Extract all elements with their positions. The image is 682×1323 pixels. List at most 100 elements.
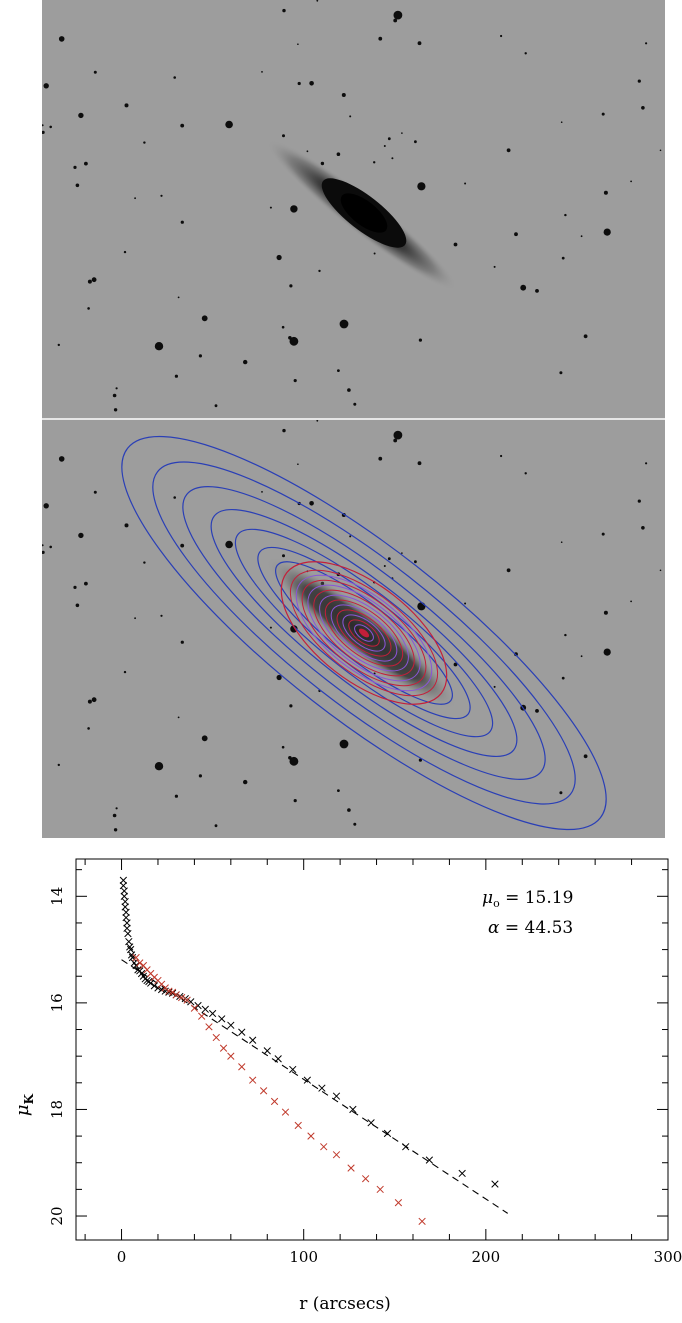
star <box>123 250 127 254</box>
star <box>349 535 352 538</box>
star <box>418 338 422 342</box>
bulge-point <box>332 1151 341 1159</box>
svg-text:μK: μK <box>12 1093 36 1116</box>
star <box>559 371 563 375</box>
star <box>514 652 518 657</box>
star <box>603 228 611 236</box>
bulge-point <box>198 1012 206 1020</box>
star <box>282 134 285 138</box>
star <box>115 387 118 390</box>
star <box>414 140 417 144</box>
star <box>378 456 383 461</box>
star <box>243 359 248 365</box>
star <box>414 560 417 564</box>
star <box>124 103 129 108</box>
disk-point <box>218 1015 226 1023</box>
star <box>659 149 662 152</box>
disk-point <box>238 1028 246 1036</box>
star <box>160 194 163 197</box>
bulge-point <box>249 1076 257 1084</box>
star <box>630 180 632 183</box>
field-stars <box>42 420 662 832</box>
star <box>282 428 286 433</box>
star <box>339 739 349 749</box>
bulge-point <box>376 1185 384 1194</box>
disk-point <box>349 1105 357 1114</box>
star <box>87 699 92 704</box>
star <box>297 43 299 45</box>
inner-isophote <box>313 589 415 677</box>
star <box>391 157 394 160</box>
star <box>49 545 52 549</box>
x-tick-label: 300 <box>654 1248 682 1266</box>
disk-point <box>425 1156 434 1164</box>
star <box>418 758 422 762</box>
svg-text:μo = 15.19: μo = 15.19 <box>482 888 573 910</box>
outer-isophote <box>152 461 576 805</box>
y-tick-label: 16 <box>48 993 66 1012</box>
bulge-point <box>238 1063 246 1071</box>
star <box>520 284 527 291</box>
star <box>297 463 299 465</box>
inner-isophote <box>354 624 374 642</box>
star <box>173 496 176 499</box>
star <box>112 393 117 398</box>
bulge-point <box>361 1175 370 1183</box>
star <box>177 296 180 299</box>
disk-point <box>127 951 136 959</box>
star <box>134 197 136 200</box>
inner-isophote <box>342 614 386 652</box>
star <box>506 568 511 573</box>
bulge-point <box>132 953 140 962</box>
star <box>393 438 398 443</box>
star <box>281 325 285 329</box>
star <box>645 462 648 465</box>
star <box>43 83 49 89</box>
star <box>316 0 319 2</box>
y-tick-label: 18 <box>48 1100 66 1119</box>
star <box>282 8 286 13</box>
star <box>535 709 539 713</box>
y-tick-labels: 14 16 18 20 <box>48 887 66 1226</box>
plot-frame <box>75 858 669 1241</box>
bulge-point <box>394 1199 403 1207</box>
disk-point <box>176 992 184 1001</box>
star <box>645 42 648 45</box>
star <box>341 93 346 97</box>
disk-point <box>126 943 134 951</box>
star <box>180 640 184 644</box>
y-tick-label: 14 <box>48 887 66 906</box>
bulge-point <box>168 988 177 996</box>
star <box>42 130 45 134</box>
annotation-mu-subscript: o <box>493 897 500 910</box>
bulge-point <box>219 1044 228 1052</box>
star <box>198 354 202 358</box>
y-axis-label: μK <box>12 1093 36 1116</box>
inner-isophote <box>324 599 404 667</box>
annotation-alpha-symbol: α <box>488 918 500 938</box>
bulge-point <box>294 1121 302 1130</box>
star <box>417 461 422 466</box>
star <box>373 161 376 164</box>
star <box>603 648 611 656</box>
star <box>91 697 97 703</box>
disk-point <box>157 985 166 994</box>
star <box>561 256 565 260</box>
star <box>42 544 44 547</box>
star <box>276 674 282 681</box>
x-tick-label: 200 <box>472 1248 501 1266</box>
star <box>290 205 298 213</box>
outer-isophote <box>210 508 518 758</box>
star <box>75 183 80 188</box>
disk-point <box>227 1021 235 1029</box>
star <box>393 18 398 23</box>
disk-point <box>289 1065 297 1074</box>
star <box>297 81 301 86</box>
star <box>464 602 467 605</box>
star <box>293 379 297 383</box>
star <box>347 808 351 812</box>
star <box>289 756 299 766</box>
star <box>559 791 563 795</box>
disk-point <box>263 1047 271 1055</box>
star <box>337 789 340 792</box>
